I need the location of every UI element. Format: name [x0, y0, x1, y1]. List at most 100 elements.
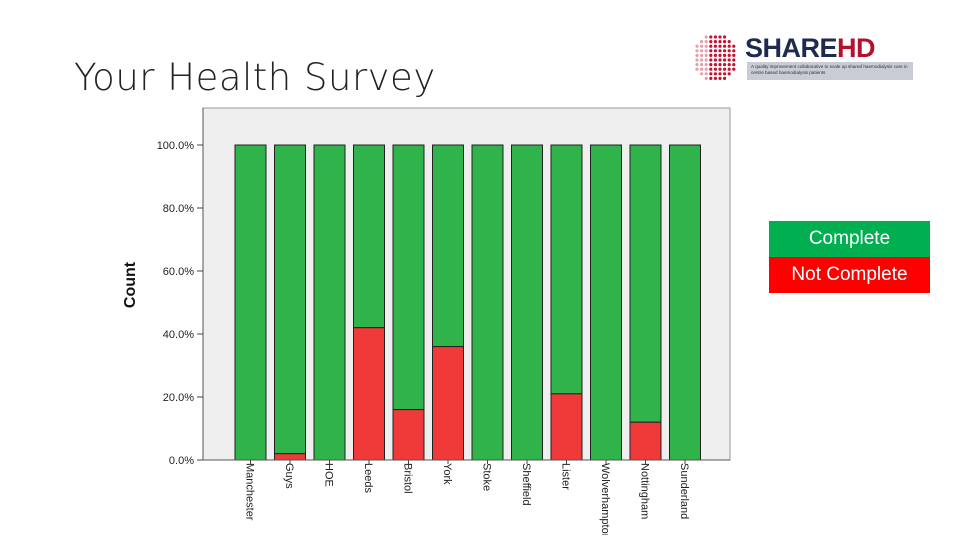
bar-complete — [471, 144, 504, 461]
slide-title: Your Health Survey — [74, 56, 436, 99]
y-tick-label: 20.0% — [163, 392, 194, 404]
logo-dot — [718, 35, 722, 39]
logo-dot — [695, 44, 699, 48]
x-tick-label: Guys — [283, 463, 295, 489]
logo-dot — [723, 53, 727, 57]
x-tick-label: Nottingham — [639, 463, 651, 519]
logo-dot — [713, 63, 717, 67]
logo-dot — [727, 63, 731, 67]
logo-dot — [732, 53, 736, 57]
logo-dot — [732, 44, 736, 48]
logo-dot — [709, 53, 713, 57]
bar-complete — [590, 144, 622, 461]
logo-dot — [718, 44, 722, 48]
logo-dot — [713, 76, 717, 80]
stacked-bar-chart: 0.0% 20.0% 40.0% 60.0% 80.0% 100.0% Count Manch… — [110, 105, 740, 540]
y-tick-label: 0.0% — [169, 455, 194, 467]
logo-dot — [709, 67, 713, 71]
logo-dot — [713, 35, 717, 39]
logo-dot — [700, 40, 704, 44]
bar-complete — [274, 144, 306, 455]
logo-dot — [727, 67, 731, 71]
logo-dot — [713, 67, 717, 71]
logo-dot — [723, 76, 727, 80]
bar-complete — [629, 144, 662, 423]
logo-dot — [700, 49, 704, 53]
bar-complete — [353, 144, 385, 329]
bar-complete — [511, 144, 543, 461]
logo-word-share: SHARE — [745, 33, 838, 63]
logo-dot — [713, 58, 717, 62]
logo-word-hd: HD — [837, 33, 876, 63]
logo-wordmark: SHAREHD — [745, 33, 876, 63]
x-tick-label: Sunderland — [678, 463, 690, 519]
logo-dot — [695, 63, 699, 67]
logo-dot — [709, 76, 713, 80]
x-tick-label: Stoke — [481, 463, 493, 491]
logo-dot — [727, 44, 731, 48]
logo-dot — [718, 67, 722, 71]
y-tick-label: 60.0% — [163, 266, 194, 278]
bar-complete — [313, 144, 346, 461]
legend-item-not-complete: Not Complete — [769, 257, 930, 293]
y-axis-title: Count — [122, 261, 139, 308]
logo-dot — [700, 58, 704, 62]
bar-complete — [234, 144, 267, 461]
bar-not-complete — [629, 421, 662, 461]
logo-dot — [704, 49, 708, 53]
logo-dot — [695, 67, 699, 71]
logo-dot — [713, 72, 717, 76]
legend: Complete Not Complete — [769, 221, 930, 293]
logo-dot — [704, 67, 708, 71]
bar-not-complete — [392, 409, 425, 461]
x-tick-label: Sheffield — [520, 463, 532, 506]
logo-dot — [718, 58, 722, 62]
logo-dot — [727, 58, 731, 62]
logo-dot — [718, 49, 722, 53]
bar-complete — [432, 144, 464, 348]
x-tick-label: Lister — [560, 463, 572, 490]
logo-dot — [704, 72, 708, 76]
logo-dot — [723, 44, 727, 48]
logo-dot — [723, 35, 727, 39]
logo-dot — [709, 72, 713, 76]
y-tick-label: 40.0% — [163, 329, 194, 341]
logo-dot — [718, 76, 722, 80]
logo-dot — [704, 58, 708, 62]
bar-not-complete — [274, 453, 306, 461]
logo-dot — [718, 40, 722, 44]
logo-dot — [695, 58, 699, 62]
logo-dot — [709, 35, 713, 39]
logo-dot — [709, 63, 713, 67]
logo-dot — [723, 58, 727, 62]
bar-not-complete — [550, 393, 583, 461]
y-tick-label: 80.0% — [163, 203, 194, 215]
x-tick-label: Leeds — [362, 463, 374, 493]
logo-dot — [727, 72, 731, 76]
y-tick-label: 100.0% — [157, 140, 195, 152]
logo-dot — [713, 53, 717, 57]
logo-dot — [723, 72, 727, 76]
logo-dot — [723, 67, 727, 71]
bar-complete — [550, 144, 583, 395]
logo-dot — [704, 63, 708, 67]
bar-not-complete — [353, 327, 385, 461]
logo-dot-grid-icon — [695, 35, 736, 80]
x-tick-label: York — [441, 463, 453, 485]
logo-dot — [709, 58, 713, 62]
logo-dot — [700, 53, 704, 57]
logo-dot — [718, 72, 722, 76]
legend-item-complete: Complete — [769, 221, 930, 257]
logo-dot — [732, 63, 736, 67]
x-tick-label: Wolverhampton — [599, 463, 611, 535]
logo-dot — [704, 44, 708, 48]
x-tick-label: Bristol — [402, 463, 414, 494]
logo-dot — [709, 44, 713, 48]
x-tick-label: Manchester — [244, 463, 256, 521]
logo-dot — [727, 53, 731, 57]
logo-dot — [709, 40, 713, 44]
logo-dot — [695, 53, 699, 57]
bar-complete — [669, 144, 701, 461]
logo-dot — [727, 40, 731, 44]
logo-dot — [700, 44, 704, 48]
